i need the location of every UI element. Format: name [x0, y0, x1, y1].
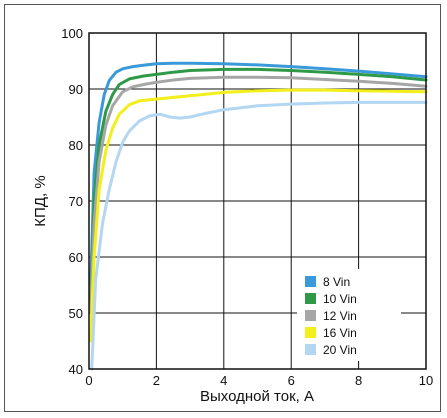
legend-label: 10 Vin: [323, 292, 357, 306]
legend: 8 Vin 10 Vin 12 Vin 16 Vin 20 Vin: [297, 269, 401, 361]
y-tick-label: 40: [69, 362, 83, 377]
series-line-20-vin: [90, 100, 428, 371]
y-tick-label: 60: [69, 250, 83, 265]
x-tick-label: 8: [355, 373, 362, 388]
series-lines: [89, 61, 428, 371]
y-tick-label: 100: [61, 26, 83, 41]
legend-label: 16 Vin: [323, 326, 357, 340]
y-tick-label: 70: [69, 194, 83, 209]
legend-label: 12 Vin: [323, 309, 357, 323]
x-tick-labels: 0 2 4 6 8 10: [85, 373, 433, 388]
x-tick-label: 0: [85, 373, 92, 388]
grid: [88, 32, 427, 370]
series-line-10-vin: [89, 67, 428, 304]
x-tick-label: 10: [419, 373, 433, 388]
x-tick-label: 2: [153, 373, 160, 388]
y-tick-label: 50: [69, 306, 83, 321]
legend-swatch: [305, 293, 316, 304]
x-tick-label: 4: [220, 373, 227, 388]
chart-frame: 0 2 4 6 8 10 40 50 60 70 80 90 100 Выходной ток, А …: [4, 4, 441, 412]
legend-swatch: [305, 327, 316, 338]
legend-swatch: [305, 276, 316, 287]
legend-swatch: [305, 310, 316, 321]
y-tick-label: 80: [69, 138, 83, 153]
plot-border: [88, 32, 427, 370]
series-line-16-vin: [89, 88, 428, 343]
legend-label: 20 Vin: [323, 343, 357, 357]
y-tick-label: 90: [69, 82, 83, 97]
series-line-12-vin: [89, 75, 428, 315]
y-axis-title: КПД, %: [32, 175, 49, 226]
series-line-8-vin: [89, 61, 428, 287]
legend-swatch: [305, 344, 316, 355]
x-tick-label: 6: [288, 373, 295, 388]
legend-label: 8 Vin: [323, 275, 350, 289]
y-tick-labels: 40 50 60 70 80 90 100: [61, 26, 83, 377]
x-axis-title: Выходной ток, А: [200, 388, 314, 405]
